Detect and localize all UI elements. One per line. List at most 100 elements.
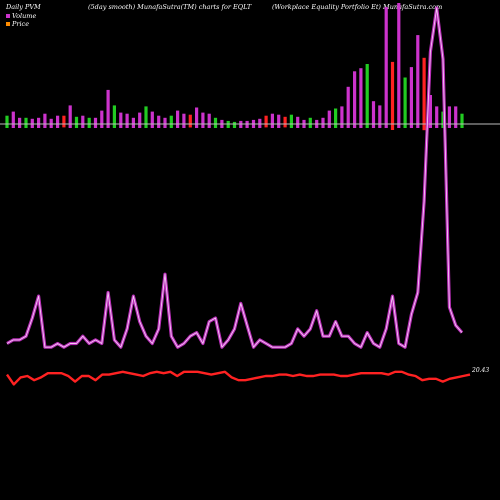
- legend-price: Price: [6, 20, 29, 28]
- volume-bar-tail: [37, 124, 41, 128]
- volume-bar: [428, 95, 432, 124]
- volume-bar: [144, 106, 148, 124]
- volume-bar-tail: [232, 124, 237, 128]
- volume-bar: [49, 118, 53, 124]
- volume-bar-tail: [49, 124, 53, 128]
- volume-bar-tail: [447, 124, 451, 128]
- volume-bar: [422, 57, 426, 124]
- volume-bar: [327, 110, 331, 124]
- volume-bar-tail: [11, 124, 15, 128]
- volume-bar: [195, 107, 199, 124]
- volume-bar-tail: [100, 124, 104, 128]
- volume-bar-tail: [251, 124, 256, 128]
- volume-bar: [150, 111, 154, 124]
- volume-bar-tail: [270, 124, 274, 128]
- volume-bar: [68, 105, 72, 124]
- volume-bar-tail: [258, 124, 262, 128]
- volume-bar-tail: [201, 124, 205, 128]
- price-line: [6, 370, 471, 386]
- volume-bar: [334, 108, 338, 124]
- legend-volume: Volume: [6, 12, 36, 20]
- volume-bar-tail: [5, 124, 9, 128]
- volume-bar: [302, 119, 306, 124]
- volume-bar: [182, 113, 186, 124]
- volume-bar: [163, 117, 167, 124]
- volume-bar-tail: [403, 124, 407, 128]
- legend-volume-label: Volume: [12, 12, 37, 20]
- legend-volume-swatch: [6, 14, 10, 18]
- volume-bars: [5, 3, 464, 131]
- volume-bar-tail: [378, 124, 382, 128]
- volume-bar: [359, 68, 363, 124]
- volume-bar-tail: [346, 124, 350, 128]
- volume-bar: [188, 114, 192, 124]
- volume-bar: [447, 106, 451, 124]
- volume-bar: [416, 35, 420, 124]
- volume-bar: [220, 119, 224, 124]
- volume-bar: [296, 116, 300, 124]
- volume-bar-tail: [460, 124, 464, 128]
- volume-bar: [125, 113, 129, 124]
- volume-bar-tail: [308, 124, 312, 128]
- volume-bar-tail: [169, 124, 173, 128]
- volume-bar: [93, 117, 98, 124]
- volume-bar-tail: [422, 124, 426, 131]
- chart-header-source: (Workplace Equality Portfolio Et) Munafa…: [272, 3, 443, 11]
- volume-bar-tail: [245, 124, 249, 128]
- volume-bar-tail: [315, 124, 319, 128]
- volume-bar: [232, 121, 237, 124]
- volume-bar-tail: [144, 124, 148, 128]
- volume-bar: [119, 112, 123, 124]
- volume-bar: [81, 115, 85, 124]
- volume-bar-tail: [371, 124, 376, 128]
- volume-bar-tail: [213, 124, 218, 128]
- volume-bar-tail: [182, 124, 186, 128]
- volume-bar-tail: [409, 124, 413, 128]
- volume-bar-tail: [296, 124, 300, 128]
- volume-bar-tail: [264, 124, 268, 128]
- volume-bar: [315, 119, 319, 124]
- volume-bar-tail: [24, 124, 28, 128]
- volume-bar: [378, 105, 382, 124]
- volume-bar-tail: [163, 124, 167, 128]
- volume-bar: [11, 111, 15, 124]
- volume-bar-tail: [226, 124, 230, 128]
- volume-bar: [56, 115, 60, 124]
- volume-bar: [460, 113, 464, 124]
- volume-bar-tail: [207, 124, 211, 128]
- volume-bar-tail: [220, 124, 224, 128]
- legend-price-swatch: [6, 22, 10, 26]
- volume-bar: [403, 77, 407, 124]
- volume-bar: [112, 105, 116, 124]
- volume-bar: [201, 112, 205, 124]
- volume-bar-tail: [74, 124, 79, 128]
- volume-bar-tail: [384, 124, 388, 128]
- volume-bar: [353, 71, 357, 124]
- volume-bar-tail: [195, 124, 199, 128]
- volume-bar-tail: [334, 124, 338, 128]
- legend-price-label: Price: [12, 20, 30, 28]
- volume-bar-tail: [441, 124, 445, 128]
- volume-bar-tail: [81, 124, 85, 128]
- volume-bar: [131, 117, 135, 124]
- volume-bar: [321, 117, 325, 124]
- volume-bar-tail: [327, 124, 331, 128]
- price-end-label: 20.43: [471, 367, 489, 374]
- volume-bar: [245, 120, 249, 124]
- volume-bar-tail: [131, 124, 135, 128]
- chart-header-left: Daily PVM: [6, 3, 41, 11]
- volume-bar-tail: [150, 124, 154, 128]
- volume-bar: [106, 89, 110, 124]
- volume-bar-tail: [30, 124, 34, 128]
- volume-bar: [62, 115, 66, 124]
- volume-bar: [5, 115, 9, 124]
- volume-bar: [340, 106, 344, 124]
- volume-bar: [213, 117, 218, 124]
- volume-bar: [207, 113, 211, 124]
- volume-bar: [308, 117, 312, 124]
- volume-bar: [176, 110, 180, 124]
- volume-bar-tail: [56, 124, 60, 128]
- volume-bar-tail: [359, 124, 363, 128]
- volume-bar: [138, 112, 142, 124]
